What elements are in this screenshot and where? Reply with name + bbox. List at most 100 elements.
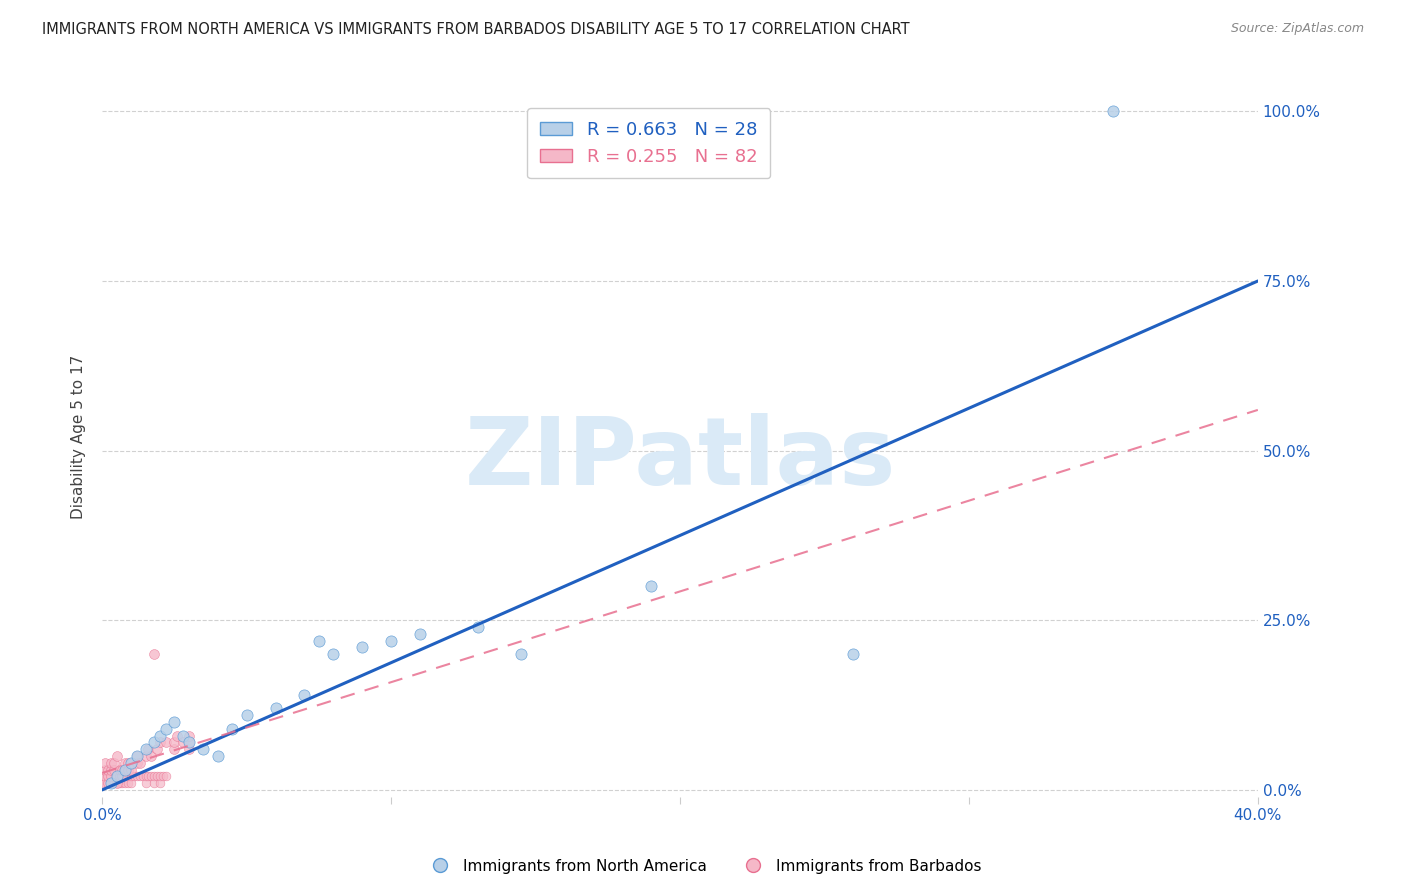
- Point: [117, 769, 139, 783]
- Point: [149, 735, 172, 749]
- Point: [308, 633, 330, 648]
- Point: [114, 763, 136, 777]
- Point: [842, 647, 865, 661]
- Point: [177, 735, 200, 749]
- Point: [97, 776, 120, 790]
- Point: [510, 647, 533, 661]
- Point: [128, 769, 150, 783]
- Legend: R = 0.663   N = 28, R = 0.255   N = 82: R = 0.663 N = 28, R = 0.255 N = 82: [527, 108, 770, 178]
- Point: [125, 769, 148, 783]
- Point: [146, 769, 169, 783]
- Point: [114, 763, 136, 777]
- Point: [93, 776, 115, 790]
- Text: IMMIGRANTS FROM NORTH AMERICA VS IMMIGRANTS FROM BARBADOS DISABILITY AGE 5 TO 17: IMMIGRANTS FROM NORTH AMERICA VS IMMIGRA…: [42, 22, 910, 37]
- Point: [235, 708, 257, 723]
- Point: [1102, 104, 1125, 119]
- Point: [111, 769, 134, 783]
- Point: [138, 769, 160, 783]
- Point: [120, 756, 142, 770]
- Point: [125, 756, 148, 770]
- Point: [100, 776, 122, 790]
- Point: [94, 776, 117, 790]
- Point: [114, 769, 136, 783]
- Point: [108, 769, 131, 783]
- Point: [97, 776, 120, 790]
- Point: [105, 769, 128, 783]
- Point: [143, 769, 166, 783]
- Point: [120, 763, 142, 777]
- Point: [94, 769, 117, 783]
- Point: [108, 769, 131, 783]
- Point: [135, 748, 157, 763]
- Point: [125, 748, 148, 763]
- Point: [163, 735, 186, 749]
- Point: [103, 776, 125, 790]
- Point: [94, 769, 117, 783]
- Point: [143, 647, 166, 661]
- Point: [100, 756, 122, 770]
- Point: [143, 735, 166, 749]
- Point: [177, 729, 200, 743]
- Point: [117, 763, 139, 777]
- Point: [94, 756, 117, 770]
- Point: [467, 620, 489, 634]
- Point: [105, 769, 128, 783]
- Point: [193, 742, 215, 756]
- Point: [138, 742, 160, 756]
- Point: [114, 756, 136, 770]
- Point: [100, 769, 122, 783]
- Point: [111, 763, 134, 777]
- Point: [97, 769, 120, 783]
- Point: [111, 769, 134, 783]
- Point: [131, 769, 153, 783]
- Point: [141, 769, 163, 783]
- Point: [94, 763, 117, 777]
- Point: [103, 769, 125, 783]
- Point: [105, 769, 128, 783]
- Point: [100, 763, 122, 777]
- Point: [322, 647, 344, 661]
- Point: [97, 763, 120, 777]
- Point: [128, 756, 150, 770]
- Point: [294, 688, 316, 702]
- Point: [152, 769, 174, 783]
- Point: [97, 763, 120, 777]
- Point: [149, 769, 172, 783]
- Point: [117, 776, 139, 790]
- Point: [155, 769, 177, 783]
- Y-axis label: Disability Age 5 to 17: Disability Age 5 to 17: [72, 355, 86, 519]
- Point: [100, 776, 122, 790]
- Point: [108, 776, 131, 790]
- Point: [105, 776, 128, 790]
- Point: [135, 742, 157, 756]
- Point: [143, 776, 166, 790]
- Point: [103, 756, 125, 770]
- Point: [352, 640, 374, 655]
- Point: [149, 729, 172, 743]
- Point: [155, 722, 177, 736]
- Point: [640, 579, 662, 593]
- Point: [409, 627, 432, 641]
- Point: [108, 763, 131, 777]
- Point: [221, 722, 243, 736]
- Point: [172, 735, 194, 749]
- Point: [103, 763, 125, 777]
- Point: [380, 633, 402, 648]
- Point: [125, 748, 148, 763]
- Point: [177, 735, 200, 749]
- Legend: Immigrants from North America, Immigrants from Barbados: Immigrants from North America, Immigrant…: [419, 853, 987, 880]
- Point: [155, 735, 177, 749]
- Point: [111, 763, 134, 777]
- Point: [120, 756, 142, 770]
- Point: [163, 742, 186, 756]
- Point: [117, 756, 139, 770]
- Point: [105, 776, 128, 790]
- Point: [122, 769, 145, 783]
- Point: [114, 776, 136, 790]
- Point: [108, 763, 131, 777]
- Point: [100, 769, 122, 783]
- Point: [166, 729, 188, 743]
- Point: [264, 701, 287, 715]
- Point: [177, 742, 200, 756]
- Text: Source: ZipAtlas.com: Source: ZipAtlas.com: [1230, 22, 1364, 36]
